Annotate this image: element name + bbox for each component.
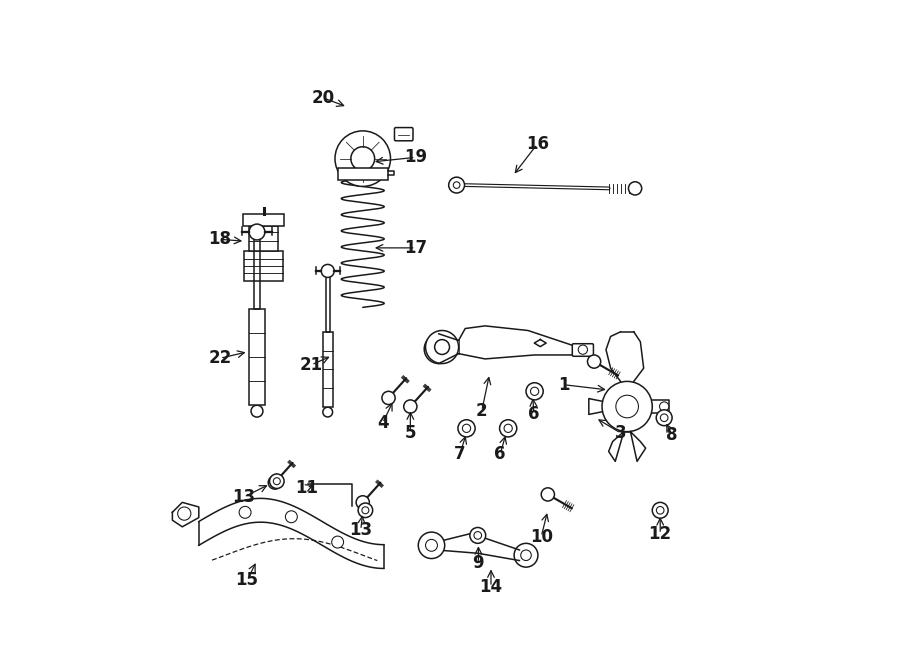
Text: 20: 20 [311, 89, 335, 107]
FancyBboxPatch shape [322, 332, 333, 407]
Text: 17: 17 [404, 239, 428, 257]
Circle shape [432, 342, 446, 356]
FancyBboxPatch shape [394, 128, 413, 141]
Circle shape [249, 224, 265, 240]
Circle shape [362, 507, 369, 514]
Circle shape [335, 131, 391, 186]
Text: 13: 13 [232, 488, 256, 506]
Circle shape [474, 531, 482, 539]
Circle shape [332, 536, 344, 548]
Text: 11: 11 [295, 479, 318, 497]
Circle shape [514, 543, 538, 567]
Text: 2: 2 [476, 402, 488, 420]
FancyBboxPatch shape [249, 309, 265, 405]
Text: 6: 6 [528, 405, 540, 424]
Circle shape [652, 502, 668, 518]
FancyBboxPatch shape [249, 226, 278, 251]
Circle shape [269, 474, 284, 488]
Circle shape [251, 405, 263, 417]
Circle shape [541, 488, 554, 501]
Text: 3: 3 [615, 424, 626, 442]
Text: 6: 6 [494, 445, 506, 463]
Circle shape [463, 424, 471, 432]
Text: 19: 19 [404, 148, 428, 167]
Circle shape [358, 503, 373, 518]
FancyBboxPatch shape [245, 251, 283, 281]
Circle shape [458, 420, 475, 437]
Text: 18: 18 [209, 230, 231, 249]
Circle shape [521, 550, 531, 561]
Text: 13: 13 [349, 521, 373, 539]
Circle shape [351, 147, 374, 171]
Circle shape [323, 407, 333, 417]
Circle shape [504, 424, 512, 432]
Circle shape [656, 506, 664, 514]
Text: 4: 4 [377, 414, 389, 432]
Circle shape [530, 387, 539, 395]
Circle shape [426, 330, 459, 364]
Circle shape [656, 410, 672, 426]
Text: 15: 15 [236, 571, 258, 590]
Circle shape [274, 478, 280, 485]
Circle shape [404, 400, 417, 413]
FancyBboxPatch shape [572, 344, 593, 356]
Circle shape [449, 177, 464, 193]
Circle shape [470, 527, 486, 543]
Text: 9: 9 [472, 554, 484, 572]
Circle shape [661, 414, 668, 422]
Text: 10: 10 [530, 527, 553, 546]
FancyBboxPatch shape [338, 168, 388, 180]
Circle shape [616, 395, 638, 418]
Text: 8: 8 [666, 426, 678, 444]
Circle shape [177, 507, 191, 520]
Text: 21: 21 [300, 356, 323, 374]
Circle shape [660, 402, 669, 411]
Circle shape [500, 420, 517, 437]
Text: 7: 7 [454, 445, 465, 463]
Text: 22: 22 [208, 349, 231, 368]
Text: 5: 5 [405, 424, 416, 442]
Circle shape [321, 264, 334, 278]
Circle shape [268, 476, 282, 489]
Circle shape [239, 506, 251, 518]
Text: 12: 12 [649, 525, 671, 543]
Circle shape [588, 355, 600, 368]
Circle shape [418, 532, 445, 559]
Circle shape [435, 340, 449, 354]
Circle shape [285, 511, 297, 523]
Text: 16: 16 [526, 135, 549, 153]
Circle shape [356, 496, 369, 509]
Circle shape [628, 182, 642, 195]
Text: 14: 14 [480, 578, 502, 596]
Text: 1: 1 [558, 375, 570, 394]
Circle shape [454, 182, 460, 188]
Circle shape [424, 334, 454, 364]
Circle shape [526, 383, 544, 400]
Circle shape [426, 539, 437, 551]
Circle shape [382, 391, 395, 405]
Circle shape [602, 381, 652, 432]
Circle shape [578, 345, 588, 354]
FancyBboxPatch shape [244, 214, 284, 226]
